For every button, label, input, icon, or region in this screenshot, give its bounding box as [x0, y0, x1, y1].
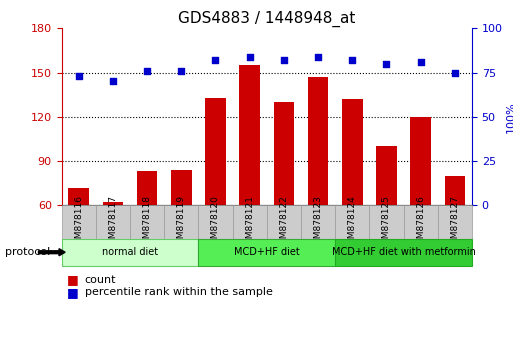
Bar	[240, 65, 260, 205]
Text: protocol: protocol	[5, 247, 50, 257]
Bar	[342, 99, 363, 205]
Text: GSM878125: GSM878125	[382, 195, 391, 250]
Bar	[171, 170, 191, 205]
Text: ■: ■	[67, 286, 78, 298]
Text: GSM878126: GSM878126	[416, 195, 425, 250]
Bar	[410, 117, 431, 205]
Text: GSM878120: GSM878120	[211, 195, 220, 250]
Bar	[376, 146, 397, 205]
Bar	[205, 98, 226, 205]
Point	[451, 70, 459, 75]
Text: MCD+HF diet: MCD+HF diet	[234, 247, 300, 257]
Bar	[68, 188, 89, 205]
Text: GSM878116: GSM878116	[74, 195, 83, 250]
Bar	[308, 77, 328, 205]
Bar	[273, 102, 294, 205]
Point	[280, 57, 288, 63]
Point	[143, 68, 151, 74]
Point	[348, 57, 357, 63]
Y-axis label: 100%: 100%	[505, 101, 513, 133]
Point	[109, 79, 117, 84]
Text: MCD+HF diet with metformin: MCD+HF diet with metformin	[331, 247, 476, 257]
Title: GDS4883 / 1448948_at: GDS4883 / 1448948_at	[178, 11, 356, 27]
Text: GSM878122: GSM878122	[280, 195, 288, 250]
Text: GSM878119: GSM878119	[177, 195, 186, 250]
Text: GSM878117: GSM878117	[108, 195, 117, 250]
Text: normal diet: normal diet	[102, 247, 158, 257]
Text: GSM878124: GSM878124	[348, 195, 357, 250]
Point	[211, 57, 220, 63]
Text: ■: ■	[67, 273, 78, 286]
Text: GSM878121: GSM878121	[245, 195, 254, 250]
Point	[74, 73, 83, 79]
Point	[246, 54, 254, 59]
Point	[417, 59, 425, 65]
Bar	[445, 176, 465, 205]
Text: GSM878127: GSM878127	[450, 195, 459, 250]
Bar	[103, 202, 123, 205]
Point	[177, 68, 185, 74]
Point	[382, 61, 390, 67]
Text: GSM878118: GSM878118	[143, 195, 151, 250]
Bar	[137, 171, 157, 205]
Text: count: count	[85, 275, 116, 285]
Text: percentile rank within the sample: percentile rank within the sample	[85, 287, 272, 297]
Point	[314, 54, 322, 59]
Text: GSM878123: GSM878123	[313, 195, 323, 250]
